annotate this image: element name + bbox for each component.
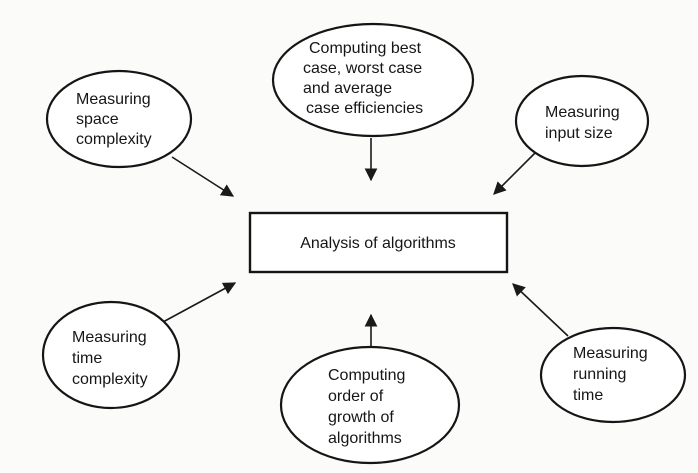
- arrow-running-time: [512, 283, 569, 337]
- node-running-time: Measuring running time: [539, 326, 687, 424]
- node-input-size: Measuring input size: [514, 74, 650, 168]
- text-order-of-growth: Computing order of growth of algorithms: [328, 367, 410, 447]
- ellipse-running-time: [539, 326, 687, 424]
- ellipse-time-complexity: [41, 300, 181, 410]
- arrow-time-complexity: [162, 282, 237, 323]
- ellipse-input-size: [514, 74, 650, 168]
- ellipse-order-of-growth: [279, 345, 461, 465]
- text-input-size: Measuring input size: [545, 104, 624, 142]
- node-space-complexity: Measuring space complexity: [45, 69, 193, 169]
- ellipse-best-worst-average: [271, 22, 475, 138]
- center-node: Analysis of algorithms: [248, 211, 509, 274]
- text-time-complexity: Measuring time complexity: [72, 329, 151, 388]
- node-order-of-growth: Computing order of growth of algorithms: [279, 345, 461, 465]
- edges: [162, 138, 569, 354]
- node-time-complexity: Measuring time complexity: [41, 300, 181, 410]
- center-box: [248, 211, 509, 274]
- text-space-complexity: Measuring space complexity: [76, 91, 155, 148]
- node-best-worst-average: Computing best case, worst case and aver…: [271, 22, 475, 138]
- arrow-space-complexity: [171, 156, 235, 197]
- text-running-time: Measuring running time: [573, 345, 652, 404]
- center-label: Analysis of algorithms: [300, 235, 456, 252]
- arrow-input-size: [493, 149, 539, 195]
- text-best-worst-average: Computing best case, worst case and aver…: [303, 40, 427, 117]
- ellipse-space-complexity: [45, 69, 193, 169]
